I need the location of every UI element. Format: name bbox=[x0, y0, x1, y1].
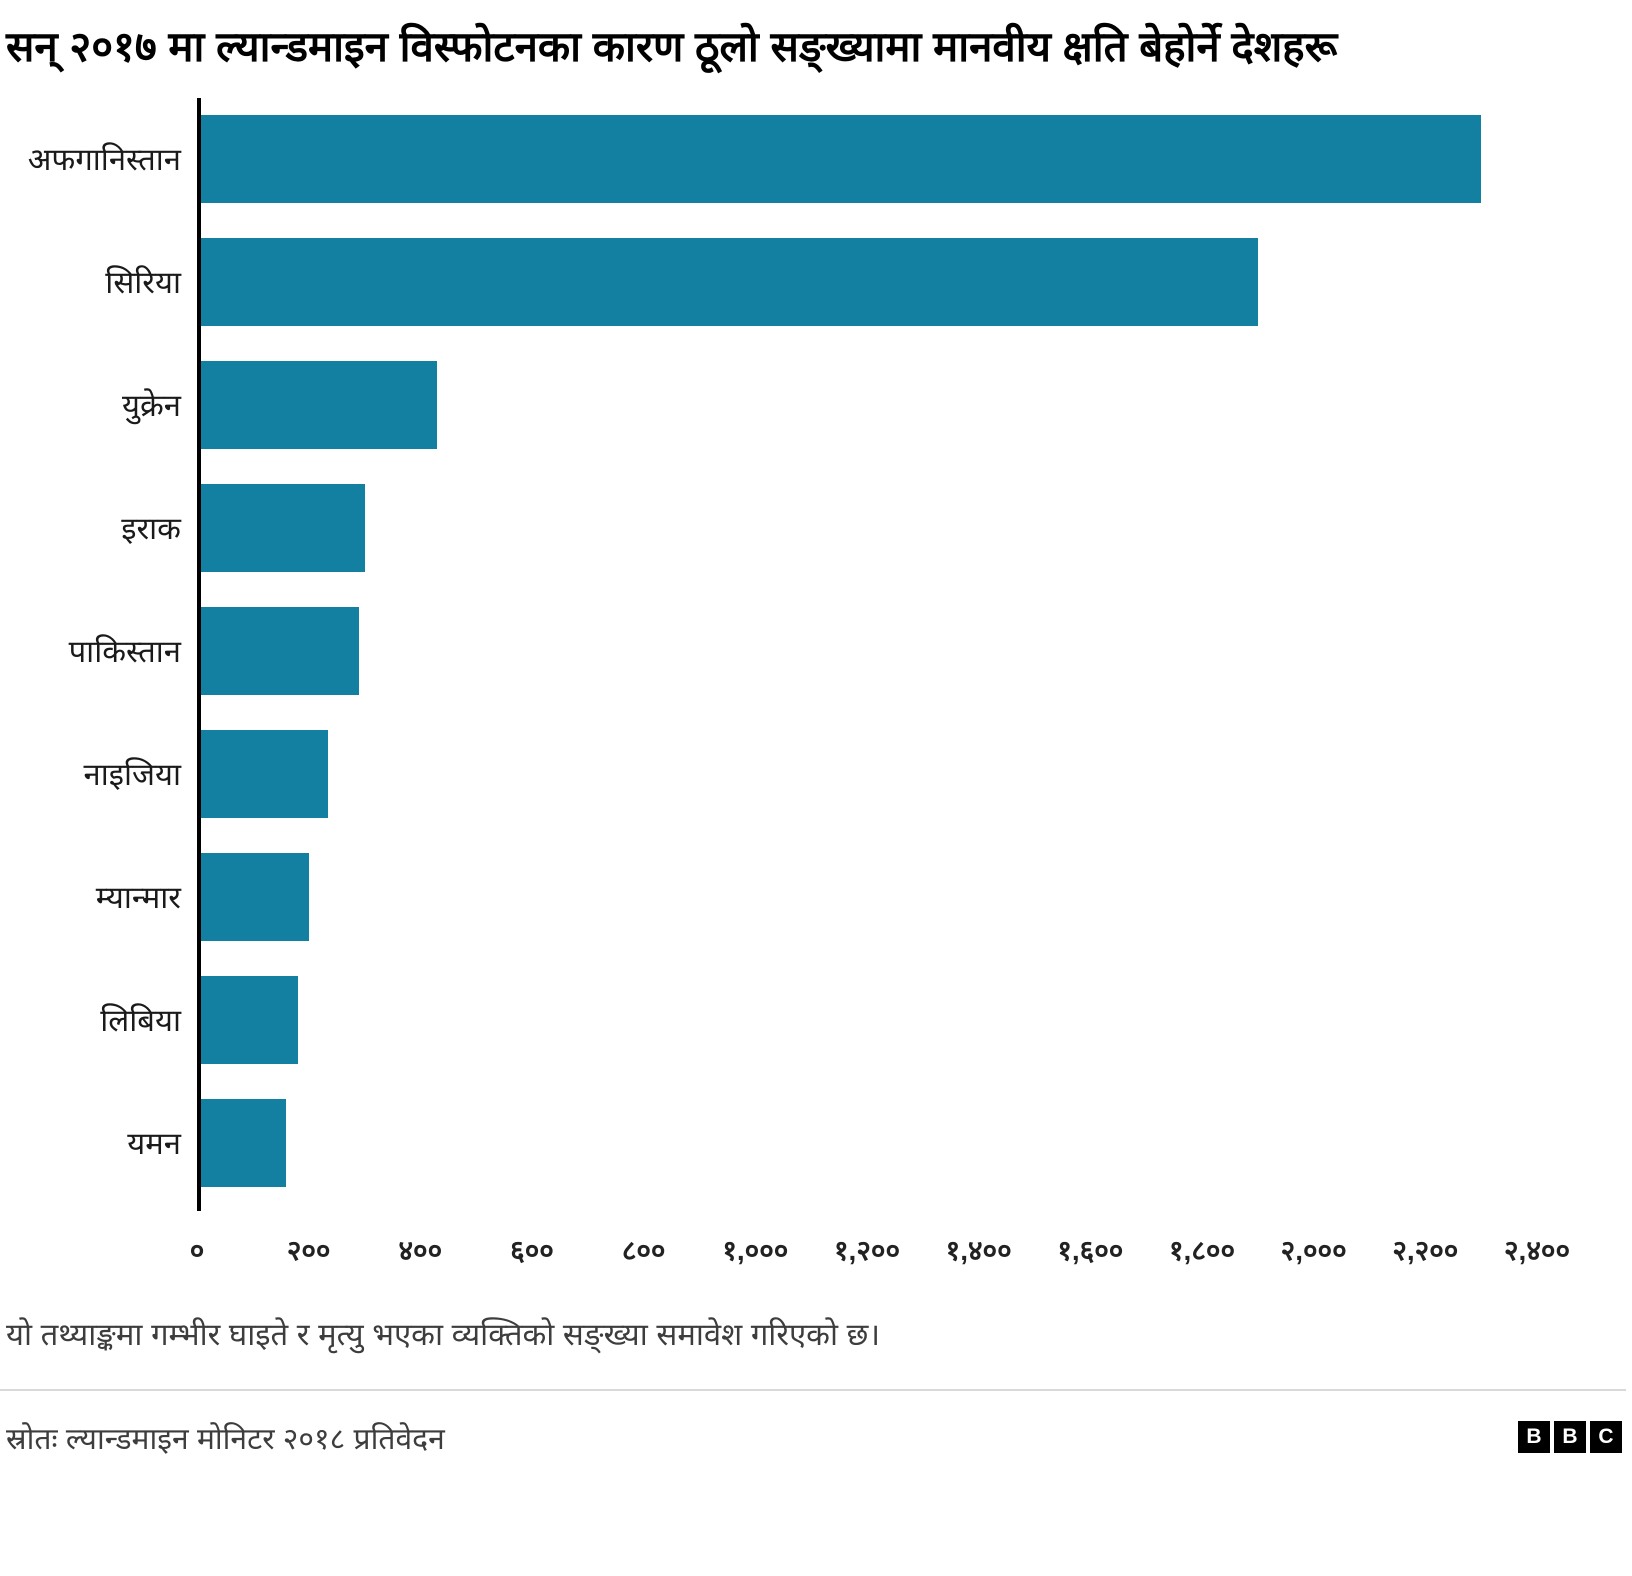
x-tick-label: १,००० bbox=[722, 1234, 789, 1266]
bar bbox=[197, 484, 365, 573]
chart-title: सन् २०१७ मा ल्यान्डमाइन विस्फोटनका कारण … bbox=[6, 23, 1338, 70]
chart-row: अफगानिस्तान bbox=[0, 98, 1632, 221]
chart-rows: अफगानिस्तान सिरिया युक्रेन इराक पाकिस्तान नाइ… bbox=[0, 97, 1632, 1211]
x-tick-label: २०० bbox=[286, 1234, 331, 1266]
bar bbox=[197, 361, 438, 450]
bar bbox=[197, 607, 359, 696]
chart-row: युक्रेन bbox=[0, 344, 1632, 467]
bar-area bbox=[197, 467, 1537, 590]
chart-row: म्यान्मार bbox=[0, 836, 1632, 959]
source-text: स्रोतः ल्यान्डमाइन मोनिटर २०१८ प्रतिवेदन bbox=[6, 1422, 445, 1456]
chart-row: यमन bbox=[0, 1082, 1632, 1205]
x-tick-label: १,४०० bbox=[945, 1234, 1012, 1266]
bar-area bbox=[197, 221, 1537, 344]
category-label: नाइजिया bbox=[83, 757, 182, 793]
category-label: यमन bbox=[127, 1126, 181, 1162]
bbc-logo-letter: B bbox=[1518, 1421, 1550, 1454]
chart-footnote: यो तथ्याङ्कमा गम्भीर घाइते र मृत्यु भएका… bbox=[6, 1316, 881, 1352]
bbc-logo-letter: B bbox=[1554, 1421, 1586, 1454]
x-tick-label: १,८०० bbox=[1168, 1234, 1236, 1266]
chart-row: सिरिया bbox=[0, 221, 1632, 344]
category-label: लिबिया bbox=[100, 1003, 181, 1039]
category-label: युक्रेन bbox=[122, 388, 181, 424]
category-label: सिरिया bbox=[105, 265, 181, 301]
bar bbox=[197, 853, 309, 942]
x-tick-label: २,२०० bbox=[1392, 1234, 1459, 1266]
category-label: म्यान्मार bbox=[95, 880, 181, 916]
x-tick-label: २,००० bbox=[1280, 1234, 1347, 1266]
category-label: पाकिस्तान bbox=[68, 634, 181, 670]
bar bbox=[197, 238, 1258, 327]
x-tick-label: ८०० bbox=[621, 1234, 666, 1266]
x-tick-label: ० bbox=[189, 1234, 205, 1266]
chart-row: इराक bbox=[0, 467, 1632, 590]
bbc-logo-letter: C bbox=[1590, 1421, 1622, 1454]
chart-row: नाइजिया bbox=[0, 713, 1632, 836]
bar bbox=[197, 1099, 287, 1188]
bar-area bbox=[197, 713, 1537, 836]
x-tick-label: २,४०० bbox=[1503, 1234, 1571, 1266]
x-tick-label: ४०० bbox=[398, 1234, 443, 1266]
divider-line bbox=[0, 1388, 1626, 1391]
y-axis-line bbox=[197, 97, 201, 1211]
x-tick-label: १,६०० bbox=[1057, 1234, 1124, 1266]
x-tick-label: ६०० bbox=[510, 1234, 554, 1266]
bar-area bbox=[197, 1082, 1537, 1205]
source-row: स्रोतः ल्यान्डमाइन मोनिटर २०१८ प्रतिवेदन… bbox=[0, 1391, 1632, 1458]
category-label: इराक bbox=[121, 511, 181, 547]
x-axis-ticks: ० २०० ४०० ६०० ८०० १,००० १,२०० १,४०० १,६०० १,८०० २,… bbox=[190, 1215, 1570, 1279]
bar bbox=[197, 976, 298, 1065]
bar-area bbox=[197, 836, 1537, 959]
bar bbox=[197, 115, 1482, 204]
bar-area bbox=[197, 959, 1537, 1082]
chart-row: लिबिया bbox=[0, 959, 1632, 1082]
x-tick-label: १,२०० bbox=[833, 1234, 901, 1266]
bar bbox=[197, 730, 329, 819]
bbc-logo: B B C bbox=[1518, 1421, 1622, 1454]
bar-area bbox=[197, 344, 1537, 467]
category-label: अफगानिस्तान bbox=[27, 142, 181, 178]
chart-row: पाकिस्तान bbox=[0, 590, 1632, 713]
bar-area bbox=[197, 590, 1537, 713]
bar-chart: अफगानिस्तान सिरिया युक्रेन इराक पाकिस्तान नाइ… bbox=[0, 97, 1632, 1279]
bar-area bbox=[197, 98, 1537, 221]
